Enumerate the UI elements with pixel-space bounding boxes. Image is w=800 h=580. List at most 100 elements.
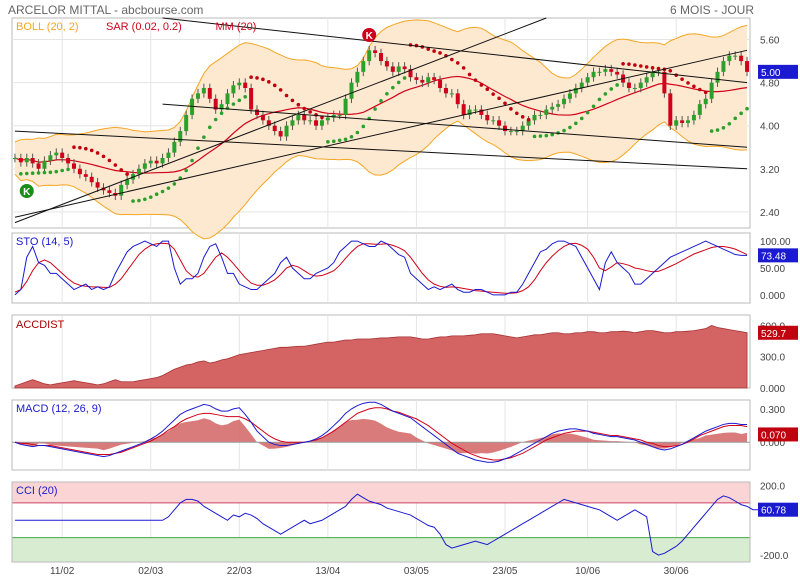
candle-body — [83, 174, 88, 177]
sar-dot — [272, 83, 277, 88]
sar-dot — [633, 63, 637, 67]
candle-body — [449, 93, 454, 95]
sar-dot — [160, 189, 165, 194]
candle-body — [739, 55, 744, 62]
candle-body — [237, 82, 242, 86]
period-label: 6 MOIS - JOUR — [669, 3, 754, 17]
bollinger-upper-line — [14, 19, 748, 143]
cci-last-tag-text: 60.78 — [761, 506, 786, 517]
candle-body — [184, 114, 189, 132]
candle-body — [432, 77, 437, 80]
sar-dot — [461, 66, 466, 70]
sar-dot — [485, 87, 490, 91]
sar-dot — [745, 106, 749, 111]
candle-body — [727, 55, 732, 62]
candle-body — [479, 109, 484, 115]
candle-body — [178, 131, 183, 142]
candle-body — [550, 106, 555, 110]
sar-dot — [361, 124, 366, 129]
candle-body — [142, 163, 147, 169]
price-y-tick: 3.20 — [760, 165, 780, 176]
sar-dot — [320, 115, 324, 120]
sar-dot — [497, 96, 501, 101]
candle-body — [278, 131, 283, 137]
sar-dot — [491, 92, 495, 96]
sar-dot — [101, 154, 106, 159]
sar-dot — [644, 65, 649, 69]
candle-body — [715, 71, 720, 83]
x-tick-label: 13/04 — [315, 566, 340, 577]
sar-dot — [432, 49, 436, 53]
sar-dot — [261, 77, 265, 82]
candle-body — [455, 93, 460, 105]
candle-body — [195, 93, 200, 99]
candle-body — [319, 120, 324, 126]
candle-body — [514, 131, 519, 133]
candle-body — [703, 98, 708, 105]
sto-k-line — [14, 240, 748, 296]
bollinger-band-fill — [14, 19, 748, 239]
candle-body — [591, 71, 596, 78]
sar-dot — [24, 171, 29, 176]
candle-body — [249, 88, 254, 110]
sar-dot — [42, 170, 47, 175]
candle-body — [160, 158, 165, 164]
candle-body — [225, 93, 230, 105]
candle-body — [148, 160, 153, 164]
candle-body — [408, 69, 413, 78]
sar-dot — [597, 97, 602, 102]
sar-dot — [680, 77, 684, 82]
candle-body — [89, 176, 94, 183]
accdist-last-tag — [758, 325, 798, 340]
candle-body — [396, 66, 401, 72]
price-y-tick: 4.00 — [760, 122, 780, 133]
x-tick-label: 10/06 — [575, 566, 600, 577]
bollinger-lower-line — [14, 120, 748, 240]
sto-d-line — [14, 242, 748, 294]
sar-dot — [698, 87, 702, 92]
candle-body — [266, 120, 271, 126]
sar-dot — [721, 125, 726, 130]
candle-body — [626, 82, 631, 88]
macd-title: MACD (12, 26, 9) — [16, 403, 102, 415]
sar-dot — [125, 172, 129, 176]
candle-body — [272, 125, 277, 132]
sar-dot — [84, 146, 88, 151]
candle-body — [30, 158, 35, 164]
sar-dot — [603, 92, 608, 96]
candle-body — [662, 71, 667, 94]
sar-dot — [231, 102, 236, 106]
sar-dot — [243, 95, 248, 99]
candle-body — [609, 69, 614, 72]
candle-body — [390, 66, 395, 72]
sar-dot — [196, 146, 200, 150]
candle-body — [367, 50, 372, 62]
candle-body — [166, 152, 171, 158]
sar-dot — [686, 81, 690, 85]
sar-dot — [438, 51, 442, 55]
sar-dot — [609, 87, 614, 91]
sar-dot — [207, 125, 212, 130]
sar-dot — [509, 107, 513, 111]
candle-body — [190, 98, 195, 115]
sar-dot — [308, 110, 312, 114]
sar-dot — [154, 192, 159, 197]
candle-body — [567, 93, 572, 99]
candle-body — [414, 77, 419, 80]
signal-marker-label: K — [23, 187, 31, 198]
candle-body — [314, 120, 319, 126]
sar-dot — [137, 198, 141, 203]
candle-body — [219, 104, 224, 110]
sar-dot — [656, 66, 661, 71]
sto-title: STO (14, 5) — [16, 236, 73, 248]
y-tick: 100.00 — [760, 237, 791, 248]
trend-line — [14, 49, 748, 218]
price-legend-entry: SAR (0.02, 0.2) — [106, 21, 182, 33]
sar-dot — [278, 88, 283, 92]
sar-dot — [621, 61, 625, 66]
candle-body — [243, 82, 248, 88]
sar-dot — [739, 111, 743, 116]
sar-dot — [355, 130, 360, 135]
sar-dot — [544, 133, 549, 138]
price-y-tick: 4.80 — [760, 79, 780, 90]
